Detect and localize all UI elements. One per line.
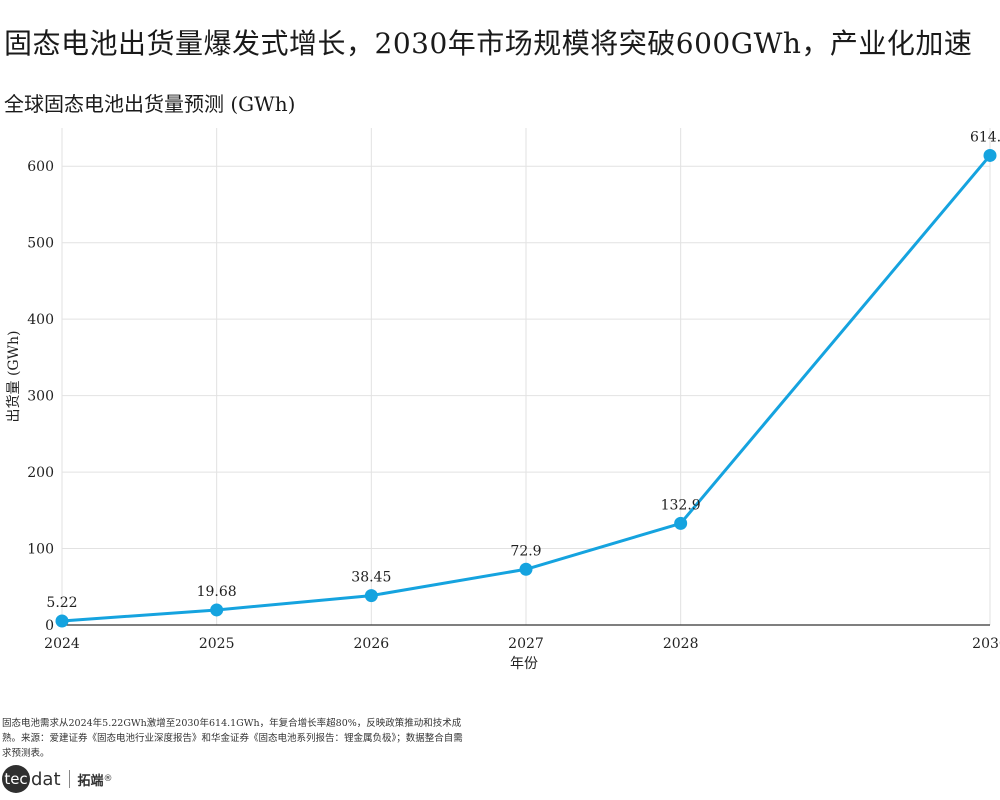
data-point [55, 614, 69, 628]
y-tick-label: 300 [27, 389, 54, 405]
data-label: 614.1 [970, 129, 1000, 145]
footnote: 固态电池需求从2024年5.22GWh激增至2030年614.1GWh，年复合增… [2, 718, 463, 759]
y-tick-label: 0 [45, 618, 54, 634]
brand-mark-icon: tec [2, 765, 30, 793]
data-label: 5.22 [46, 595, 77, 611]
x-tick-label: 2024 [44, 636, 80, 652]
data-label: 72.9 [510, 543, 541, 559]
brand-registered: ® [103, 774, 113, 784]
x-tick-label: 2025 [199, 636, 235, 652]
brand-word: dat [31, 768, 61, 790]
data-label: 38.45 [351, 570, 391, 586]
chart-series [55, 148, 997, 628]
brand-chinese: 拓端 [77, 773, 104, 789]
chart-grid [61, 128, 991, 625]
x-tick-label: 2026 [354, 636, 390, 652]
x-tick-label: 2028 [663, 636, 699, 652]
y-tick-label: 400 [27, 312, 54, 328]
y-tick-label: 500 [27, 236, 54, 252]
series-line [61, 154, 992, 623]
y-axis-title: 出货量 (GWh) [5, 331, 22, 423]
data-label: 19.68 [197, 584, 237, 600]
data-point [674, 516, 688, 530]
chart-data-labels: 5.22 19.68 38.45 72.9 132.9 614.1 [46, 129, 1000, 611]
data-point [210, 603, 224, 617]
x-tick-label: 2027 [508, 636, 544, 652]
data-point [983, 148, 997, 162]
chart-axes: 0 100 200 300 400 500 600 2024 2025 2026 2027 2028 2… [5, 159, 1000, 672]
data-label: 132.9 [661, 497, 701, 513]
y-tick-label: 200 [27, 465, 54, 481]
brand-logo: tec dat 拓端 ® [2, 764, 113, 794]
y-tick-label: 600 [27, 159, 54, 175]
x-axis-title: 年份 [510, 656, 538, 672]
y-tick-label: 100 [27, 542, 54, 558]
chart-subtitle: 全球固态电池出货量预测 (GWh) [4, 92, 296, 116]
data-point [519, 562, 533, 576]
headline: 固态电池出货量爆发式增长，2030年市场规模将突破600GWh，产业化加速 [4, 27, 973, 60]
data-point [364, 589, 378, 603]
brand-separator [68, 770, 70, 788]
x-tick-label: 2030 [972, 636, 1000, 652]
